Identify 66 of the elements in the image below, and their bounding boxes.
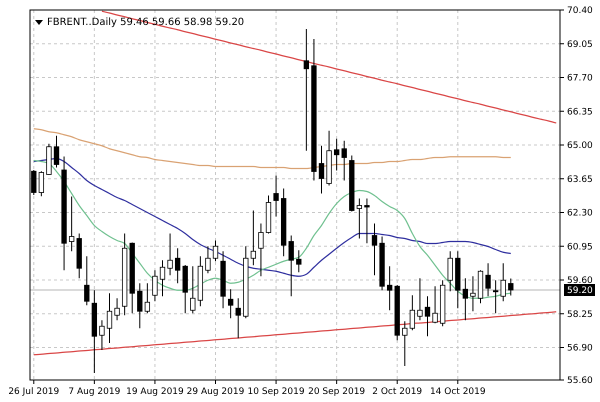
candlestick (356, 198, 362, 239)
candlestick (462, 278, 468, 321)
x-tick-label: 14 Oct 2019 (430, 387, 486, 397)
candlestick (160, 260, 166, 297)
text: FBRENT..Daily 59.46 59.66 58.98 59.20 (47, 17, 244, 28)
candlestick (386, 266, 392, 311)
y-tick-label: 66.35 (567, 107, 593, 118)
candlestick (84, 256, 90, 306)
y-tick-label: 69.05 (567, 40, 593, 50)
x-tick-label: 26 Jul 2019 (8, 387, 60, 397)
candlestick (288, 235, 294, 297)
candlestick (167, 233, 173, 276)
candlestick (485, 262, 491, 297)
x-tick-label: 20 Sep 2019 (308, 387, 366, 397)
candlestick (68, 196, 74, 252)
candlestick (500, 262, 506, 302)
x-tick-label: 7 Aug 2019 (68, 387, 121, 397)
candlestick (114, 298, 120, 321)
y-tick-label: 67.70 (567, 74, 594, 84)
y-tick-label: 65.00 (567, 141, 594, 152)
y-tick-label: 63.65 (567, 174, 593, 185)
candlestick (372, 223, 378, 276)
candlestick (205, 246, 211, 274)
x-tick-label: 10 Sep 2019 (248, 387, 305, 397)
candlestick (54, 135, 60, 168)
candlestick (448, 250, 453, 292)
candlestick (236, 298, 241, 339)
y-tick-label: 62.30 (567, 208, 594, 219)
candlestick (144, 282, 150, 314)
x-tick-label: 19 Aug 2019 (126, 387, 184, 397)
candlestick (402, 320, 408, 366)
candlestick (410, 294, 416, 331)
candlestick (273, 175, 279, 217)
y-tick-label: 59.60 (567, 276, 594, 286)
x-tick-label: 29 Aug 2019 (186, 387, 245, 397)
candlestick (304, 28, 310, 152)
candlestick (137, 282, 142, 329)
candlestick (364, 198, 370, 244)
candlestick (228, 288, 234, 319)
candlestick (432, 286, 438, 324)
line-series (33, 160, 512, 299)
candlestick (190, 266, 196, 314)
candlestick (424, 296, 430, 337)
candlestick (342, 140, 347, 181)
candlestick (417, 278, 423, 321)
y-tick-label: 70.40 (567, 6, 594, 16)
line-series (33, 311, 557, 356)
candlestick (492, 280, 498, 314)
candlestick (152, 270, 158, 302)
ref-line-label: 59.20 (567, 286, 594, 296)
x-tick-label: 2 Oct 2019 (372, 387, 422, 397)
candlestick (334, 138, 340, 171)
candlestick (99, 320, 105, 350)
candlestick (318, 145, 324, 194)
candlestick (38, 170, 44, 197)
y-tick-label: 56.90 (567, 344, 594, 354)
candlestick (106, 292, 112, 344)
y-tick-label: 55.60 (567, 376, 594, 386)
candlestick (296, 250, 302, 273)
candlestick (174, 248, 180, 284)
candlestick (212, 240, 218, 262)
y-tick-label: 58.25 (567, 310, 593, 320)
candlestick (250, 210, 256, 266)
y-tick-label: 60.95 (567, 242, 593, 252)
candlestick (508, 278, 514, 296)
candlestick (258, 223, 264, 277)
